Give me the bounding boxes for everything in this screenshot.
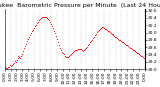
Title: Milwaukee  Barometric Pressure per Minute  (Last 24 Hours): Milwaukee Barometric Pressure per Minute… — [0, 3, 160, 8]
